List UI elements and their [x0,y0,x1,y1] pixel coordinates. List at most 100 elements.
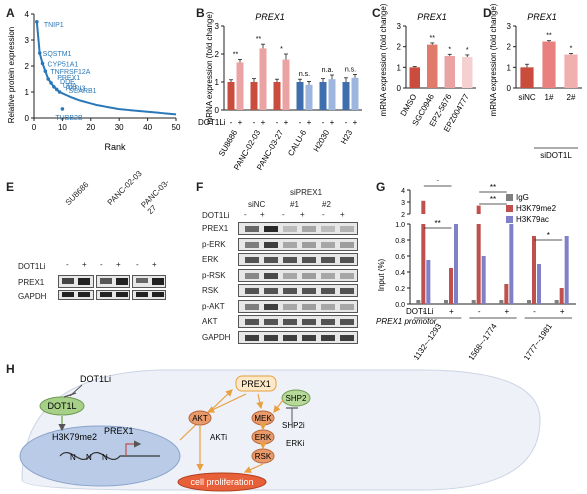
treatment-sign: + [560,307,565,316]
significance-mark: * [280,46,283,53]
y-tick-label: 4 [401,188,405,195]
blot-signal [245,303,259,310]
panel-a-chart: 0 10 20 30 40 50 0 1 2 3 4 TNIP1 SQSTM1 CYP51A1TNFRSF… [7,10,181,152]
blot-e-sign: + [152,260,157,269]
blot-signal [340,288,354,294]
significance-mark: * [547,231,550,240]
blot-f-band [238,222,358,235]
bar [416,300,421,304]
treatment-sign: + [261,118,266,127]
blot-f-row-label: p-ERK [202,239,226,249]
label-cell-proliferation: cell proliferation [190,477,253,487]
legend-label: IgG [516,193,529,202]
bar [471,300,476,304]
blot-signal [264,288,278,294]
panel-d-group-label: siDOT1L [540,151,572,160]
label-shp2: SHP2 [286,394,307,403]
panel-d-title: PREX1 [527,12,557,22]
blot-signal [321,319,335,325]
blot-f-row-label: p-RSK [202,270,226,280]
blot-signal [302,257,316,263]
panel-letter-g: G [376,180,386,194]
blot-f-group-top: siPREX1 [290,188,323,197]
y-tick-label: 1.0 [395,222,405,229]
gene-label: CYP51A1 [48,61,79,68]
x-tick-label: 50 [172,123,181,132]
y-tick-label: 0 [215,106,220,115]
blot-signal [302,288,316,294]
blot-signal [302,319,316,325]
data-point [35,20,39,24]
significance-mark: ** [256,36,262,43]
data-point [43,69,48,73]
treatment-sign: + [353,118,358,127]
data-point [40,61,45,66]
gene-label: UPA [63,83,77,90]
blot-e-band [96,290,130,300]
panel-g-ylabel: Input (%) [377,258,386,291]
bar [250,82,258,110]
bar [351,77,359,110]
legend-swatch [506,194,513,201]
panel-f-blot: siPREX1 siNC #1 #2 DOT1Li - + - + - + PR… [192,180,372,350]
category-label: SU8686 [217,128,240,158]
blot-e-sign: - [66,260,69,269]
panel-letter-d: D [483,6,492,20]
significance-mark: n.s. [345,66,356,73]
y-tick-label: 1 [397,63,402,72]
blot-f-row-label: ERK [202,255,219,264]
y-tick-label: 3 [401,200,405,207]
y-tick-label: 0.8 [395,238,405,245]
treatment-sign: - [533,307,536,316]
panel-letter-e: E [6,180,15,194]
significance-mark: * [466,47,469,54]
significance-mark: n.a. [322,67,334,74]
blot-signal [245,319,259,325]
treatment-sign: - [345,118,348,127]
blot-f-band [238,330,358,344]
bar [421,224,426,304]
blot-signal [321,226,335,232]
blot-signal [321,257,335,263]
bar [499,300,504,304]
bar [481,256,486,304]
bar [444,300,448,304]
bar [296,82,304,110]
blot-signal [245,226,259,232]
x-tick-label: 40 [143,123,152,132]
x-tick-label: 0 [32,123,37,132]
panel-d-chart: PREX1 mRNA expression (fold change) 0 1 2 3… [489,3,582,160]
bar [504,284,509,304]
label-h3k79me2: H3K79me2 [52,432,97,442]
arrow-prex1-mek [256,393,264,410]
panel-letter-f: F [196,180,204,194]
y-tick-label: 2 [25,62,30,71]
data-point [54,87,59,92]
significance-mark: ** [546,33,552,40]
bar [421,200,426,214]
bar [476,224,481,304]
data-point [46,77,50,81]
blot-f-sign: + [300,210,305,219]
data-point [60,107,65,111]
category-label: siNC [518,93,536,102]
blot-f-band [238,315,358,328]
node-akt [188,410,212,426]
blot-f-sign: - [282,210,285,219]
bar [305,84,313,110]
panel-b-ylabel: mRNA expression (fold change) [205,11,214,124]
bar [227,82,235,110]
y-tick-label: 0.0 [395,302,405,309]
treatment-sign: - [253,118,256,127]
blot-e-line-2: PANC-02-03 [105,168,144,207]
blot-f-group: #1 [290,200,299,209]
blot-signal [264,319,278,325]
gene-label: PREX1 [57,75,80,82]
bar [319,82,327,110]
gene-label: SQSTM1 [43,51,72,58]
treatment-sign: + [238,118,243,127]
gene-label: TNIP1 [44,22,64,29]
y-tick-label: 1 [507,63,512,72]
blot-f-sign: + [260,210,265,219]
blot-f-sign: + [340,210,345,219]
